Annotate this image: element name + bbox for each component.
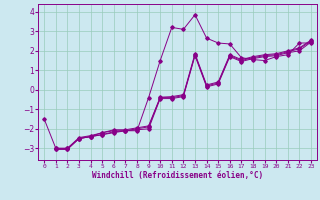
X-axis label: Windchill (Refroidissement éolien,°C): Windchill (Refroidissement éolien,°C) [92,171,263,180]
